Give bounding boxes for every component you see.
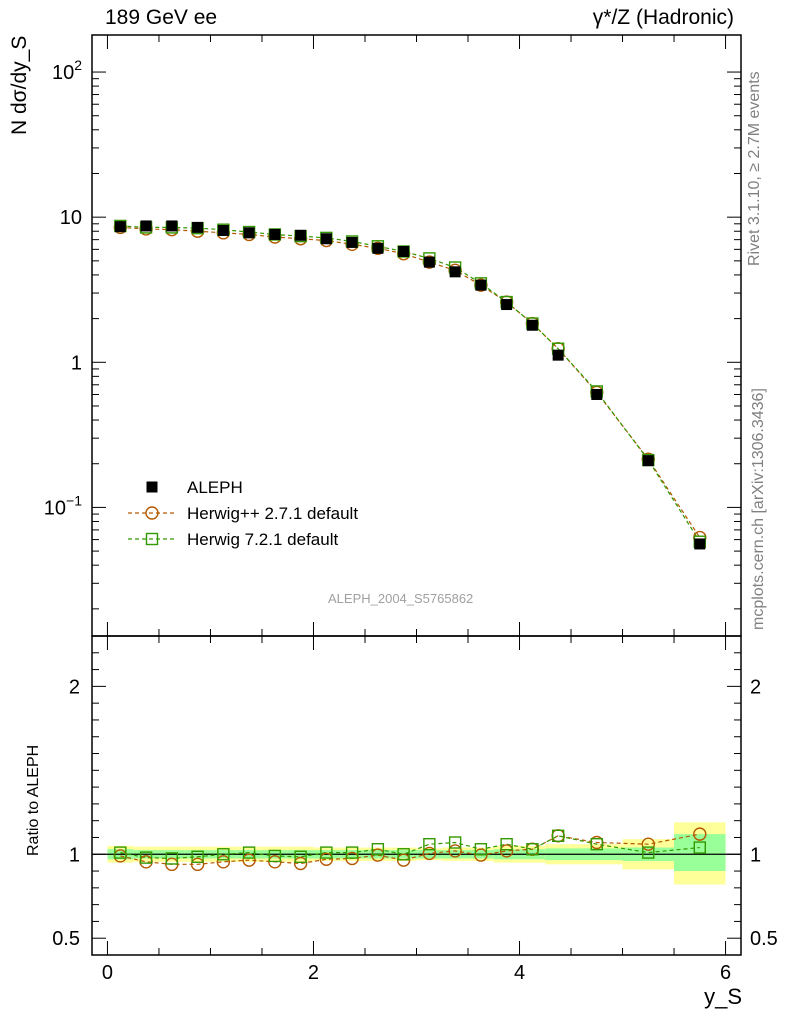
data-point — [526, 319, 538, 331]
ratio-point — [216, 855, 231, 869]
data-point — [269, 228, 281, 240]
y-axis-label-ratio: Ratio to ALEPH — [25, 745, 42, 856]
data-point — [114, 221, 126, 233]
header-left-label: 189 GeV ee — [105, 6, 218, 29]
series-line — [120, 225, 701, 543]
ratio-point — [422, 846, 437, 861]
data-point — [320, 233, 332, 245]
y-tick-label: 102 — [52, 57, 82, 84]
data-point — [552, 349, 564, 361]
ratio-y-tick-label-right: 2 — [750, 676, 761, 698]
ratio-point — [448, 836, 462, 849]
ratio-point — [190, 857, 205, 872]
data-point — [217, 224, 229, 236]
x-tick-label: 0 — [102, 962, 113, 984]
legend-marker — [145, 532, 159, 546]
ratio-point — [551, 829, 565, 842]
ratio-point — [139, 851, 153, 864]
ratio-point — [242, 853, 256, 867]
ratio-point — [500, 837, 513, 851]
ratio-y-tick-label: 0.5 — [52, 928, 80, 950]
ratio-y-tick-label-right: 1 — [750, 844, 761, 866]
data-point — [449, 266, 461, 278]
ratio-point — [448, 844, 462, 858]
legend-label: Herwig 7.2.1 default — [187, 530, 338, 549]
data-point — [295, 229, 307, 241]
data-point — [591, 388, 603, 400]
ratio-point — [242, 846, 256, 859]
analysis-id-watermark: ALEPH_2004_S5765862 — [328, 591, 474, 606]
ratio-panel-bands — [92, 822, 741, 885]
ratio-point — [114, 846, 127, 859]
tick-labels: 10−1 1 10 102 0.5 0.5 1 1 2 2 0 2 4 6 — [44, 57, 778, 984]
ratio-point — [693, 827, 707, 841]
data-point — [192, 221, 204, 233]
axis-ticks — [92, 35, 741, 955]
x-tick-label: 6 — [720, 962, 731, 984]
legend-label: ALEPH — [187, 478, 243, 497]
ratio-point — [423, 837, 436, 851]
ratio-point — [320, 846, 333, 859]
ratio-point — [319, 852, 334, 866]
data-point — [475, 279, 487, 291]
ratio-panel-markers — [113, 827, 707, 872]
rivet-version-label: Rivet 3.1.10, ≥ 2.7M events — [746, 71, 763, 266]
mcplots-credit-label: mcplots.cern.ch [arXiv:1306.3436] — [750, 388, 767, 630]
data-point — [398, 246, 410, 258]
legend-marker — [146, 481, 158, 493]
ratio-y-tick-label-right: 0.5 — [750, 928, 778, 950]
top-panel-markers — [113, 219, 707, 550]
ratio-point — [590, 837, 603, 851]
data-point — [372, 242, 384, 254]
ratio-point — [294, 850, 307, 863]
header-right-label: γ*/Z (Hadronic) — [592, 6, 734, 29]
data-point — [243, 227, 255, 239]
ratio-point — [293, 856, 308, 871]
ratio-point — [642, 846, 655, 859]
x-tick-label: 4 — [514, 962, 525, 984]
legend-label: Herwig++ 2.7.1 default — [187, 504, 358, 523]
ratio-y-tick-label: 1 — [69, 844, 80, 866]
data-point — [501, 299, 513, 311]
ratio-point — [268, 849, 282, 863]
data-point — [694, 538, 706, 550]
data-point — [642, 455, 654, 467]
ratio-point — [474, 843, 488, 856]
ratio-point — [165, 852, 179, 865]
ratio-point — [397, 848, 410, 861]
ratio-y-tick-label: 2 — [69, 676, 80, 698]
ratio-point — [371, 843, 385, 856]
y-tick-label: 1 — [71, 352, 82, 374]
y-axis-label-top: N dσ/dy_S — [8, 36, 31, 135]
x-tick-label: 2 — [308, 962, 319, 984]
ratio-point — [641, 837, 655, 851]
data-point — [346, 236, 358, 248]
ratio-point — [191, 850, 204, 863]
ratio-panel-frame — [91, 635, 742, 956]
data-point — [423, 256, 435, 268]
ratio-point — [345, 846, 359, 859]
legend-marker — [145, 506, 159, 520]
legend: ALEPH Herwig++ 2.7.1 default Herwig 7.2.1 … — [128, 478, 358, 549]
top-panel-series-lines — [120, 225, 701, 543]
x-axis-label: y_S — [704, 984, 742, 1009]
ratio-point — [693, 841, 706, 854]
ratio-point — [526, 843, 539, 856]
ratio-point — [217, 848, 230, 861]
data-point — [140, 220, 152, 232]
y-tick-label: 10 — [60, 207, 82, 229]
ratio-point — [499, 844, 514, 858]
data-point — [166, 220, 178, 232]
y-tick-label: 10−1 — [44, 492, 82, 519]
